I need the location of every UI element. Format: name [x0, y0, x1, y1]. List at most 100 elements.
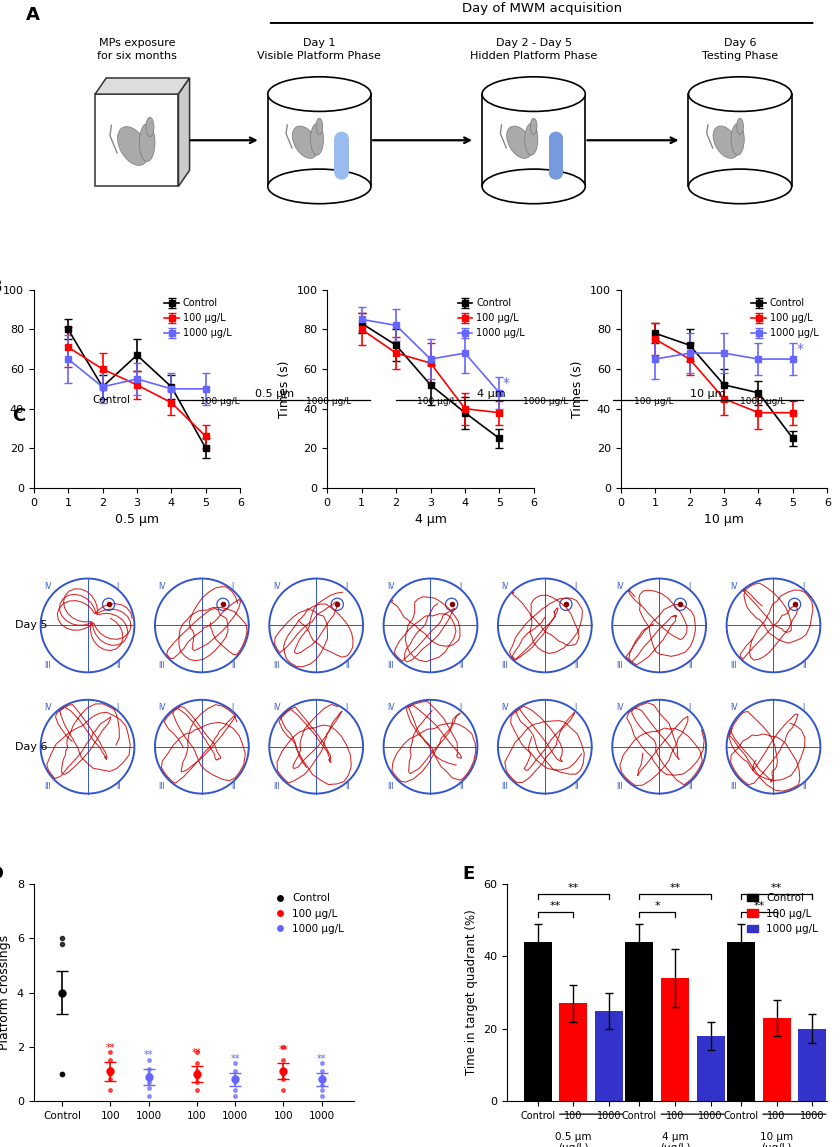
Text: 100 μg/L: 100 μg/L: [634, 397, 674, 406]
Text: I: I: [231, 703, 234, 712]
Legend: Control, 100 μg/L, 1000 μg/L: Control, 100 μg/L, 1000 μg/L: [743, 889, 822, 938]
Text: IV: IV: [273, 703, 281, 712]
Text: **: **: [279, 1045, 288, 1055]
Circle shape: [530, 118, 537, 134]
Text: IV: IV: [273, 582, 281, 591]
Text: E: E: [463, 865, 475, 882]
Text: D: D: [0, 865, 4, 882]
Text: **: **: [317, 1054, 327, 1064]
Text: Day 5: Day 5: [15, 621, 47, 631]
Text: **: **: [753, 902, 764, 911]
Legend: Control, 100 μg/L, 1000 μg/L: Control, 100 μg/L, 1000 μg/L: [748, 295, 822, 342]
Text: MPs exposure
for six months: MPs exposure for six months: [97, 38, 176, 62]
Text: 0.5 μm
(μg/L): 0.5 μm (μg/L): [555, 1131, 591, 1147]
Bar: [661, 978, 689, 1101]
Text: 10 μm
(μg/L): 10 μm (μg/L): [760, 1131, 793, 1147]
Text: III: III: [730, 661, 737, 670]
Text: II: II: [345, 782, 349, 791]
Text: II: II: [345, 661, 349, 670]
Bar: [763, 1017, 790, 1101]
Text: I: I: [574, 582, 576, 591]
Text: III: III: [501, 782, 508, 791]
Text: I: I: [802, 703, 805, 712]
X-axis label: 0.5 μm: 0.5 μm: [115, 514, 159, 526]
Text: IV: IV: [616, 582, 623, 591]
Circle shape: [316, 118, 323, 134]
Ellipse shape: [507, 126, 533, 158]
Text: III: III: [159, 782, 165, 791]
Bar: [595, 1011, 623, 1101]
Text: II: II: [802, 661, 807, 670]
Text: I: I: [117, 703, 118, 712]
Text: II: II: [117, 661, 121, 670]
Text: I: I: [688, 703, 690, 712]
Ellipse shape: [689, 77, 791, 111]
Text: IV: IV: [387, 703, 395, 712]
Text: **: **: [771, 883, 782, 894]
X-axis label: 4 μm: 4 μm: [415, 514, 446, 526]
Text: *: *: [503, 376, 510, 390]
Ellipse shape: [292, 126, 318, 158]
Ellipse shape: [268, 77, 371, 111]
Text: Day 6
Testing Phase: Day 6 Testing Phase: [702, 38, 778, 62]
Circle shape: [146, 117, 154, 136]
Text: **: **: [192, 1047, 202, 1058]
Bar: [549, 139, 563, 173]
Text: I: I: [688, 582, 690, 591]
Text: IV: IV: [501, 703, 509, 712]
Polygon shape: [95, 78, 190, 94]
Text: II: II: [688, 782, 693, 791]
Legend: Control, 100 μg/L, 1000 μg/L: Control, 100 μg/L, 1000 μg/L: [160, 295, 235, 342]
Polygon shape: [95, 94, 178, 187]
Text: **: **: [669, 883, 680, 894]
Text: I: I: [231, 582, 234, 591]
Text: **: **: [230, 1054, 240, 1064]
Y-axis label: Platform crossings: Platform crossings: [0, 935, 11, 1051]
Ellipse shape: [689, 169, 791, 204]
Text: I: I: [459, 703, 462, 712]
Text: II: II: [459, 782, 464, 791]
Y-axis label: Times (s): Times (s): [571, 360, 585, 418]
Text: II: II: [231, 782, 235, 791]
X-axis label: 10 μm: 10 μm: [704, 514, 744, 526]
Text: I: I: [802, 582, 805, 591]
Text: 4 μm: 4 μm: [477, 389, 506, 399]
Text: II: II: [231, 661, 235, 670]
Text: IV: IV: [45, 582, 52, 591]
Text: 1000 μg/L: 1000 μg/L: [306, 397, 351, 406]
Text: III: III: [730, 782, 737, 791]
Text: III: III: [273, 782, 280, 791]
Text: II: II: [117, 782, 121, 791]
Ellipse shape: [482, 169, 585, 204]
Bar: [559, 1004, 587, 1101]
Text: Day of MWM acquisition: Day of MWM acquisition: [461, 2, 622, 15]
Circle shape: [731, 124, 744, 155]
Text: IV: IV: [730, 703, 738, 712]
Circle shape: [139, 124, 155, 162]
Text: 1000 μg/L: 1000 μg/L: [522, 397, 568, 406]
Bar: [268, 94, 371, 187]
Text: IV: IV: [159, 582, 166, 591]
Text: III: III: [45, 782, 51, 791]
Text: 0.5 μm: 0.5 μm: [255, 389, 294, 399]
Bar: [798, 1029, 826, 1101]
Text: III: III: [159, 661, 165, 670]
Text: Day 2 - Day 5
Hidden Platform Phase: Day 2 - Day 5 Hidden Platform Phase: [470, 38, 597, 62]
Ellipse shape: [268, 169, 371, 204]
Legend: Control, 100 μg/L, 1000 μg/L: Control, 100 μg/L, 1000 μg/L: [271, 889, 349, 938]
Text: Control: Control: [92, 395, 130, 405]
Text: III: III: [616, 661, 622, 670]
Text: 10 μm: 10 μm: [690, 389, 726, 399]
Bar: [482, 94, 585, 187]
Ellipse shape: [482, 77, 585, 111]
Text: III: III: [387, 661, 394, 670]
Text: 1000 μg/L: 1000 μg/L: [739, 397, 785, 406]
Ellipse shape: [549, 166, 563, 180]
Text: I: I: [345, 582, 348, 591]
Ellipse shape: [334, 166, 349, 180]
Text: III: III: [45, 661, 51, 670]
Text: Day 6: Day 6: [15, 742, 47, 751]
Legend: Control, 100 μg/L, 1000 μg/L: Control, 100 μg/L, 1000 μg/L: [454, 295, 529, 342]
Text: III: III: [501, 661, 508, 670]
Text: II: II: [574, 661, 579, 670]
